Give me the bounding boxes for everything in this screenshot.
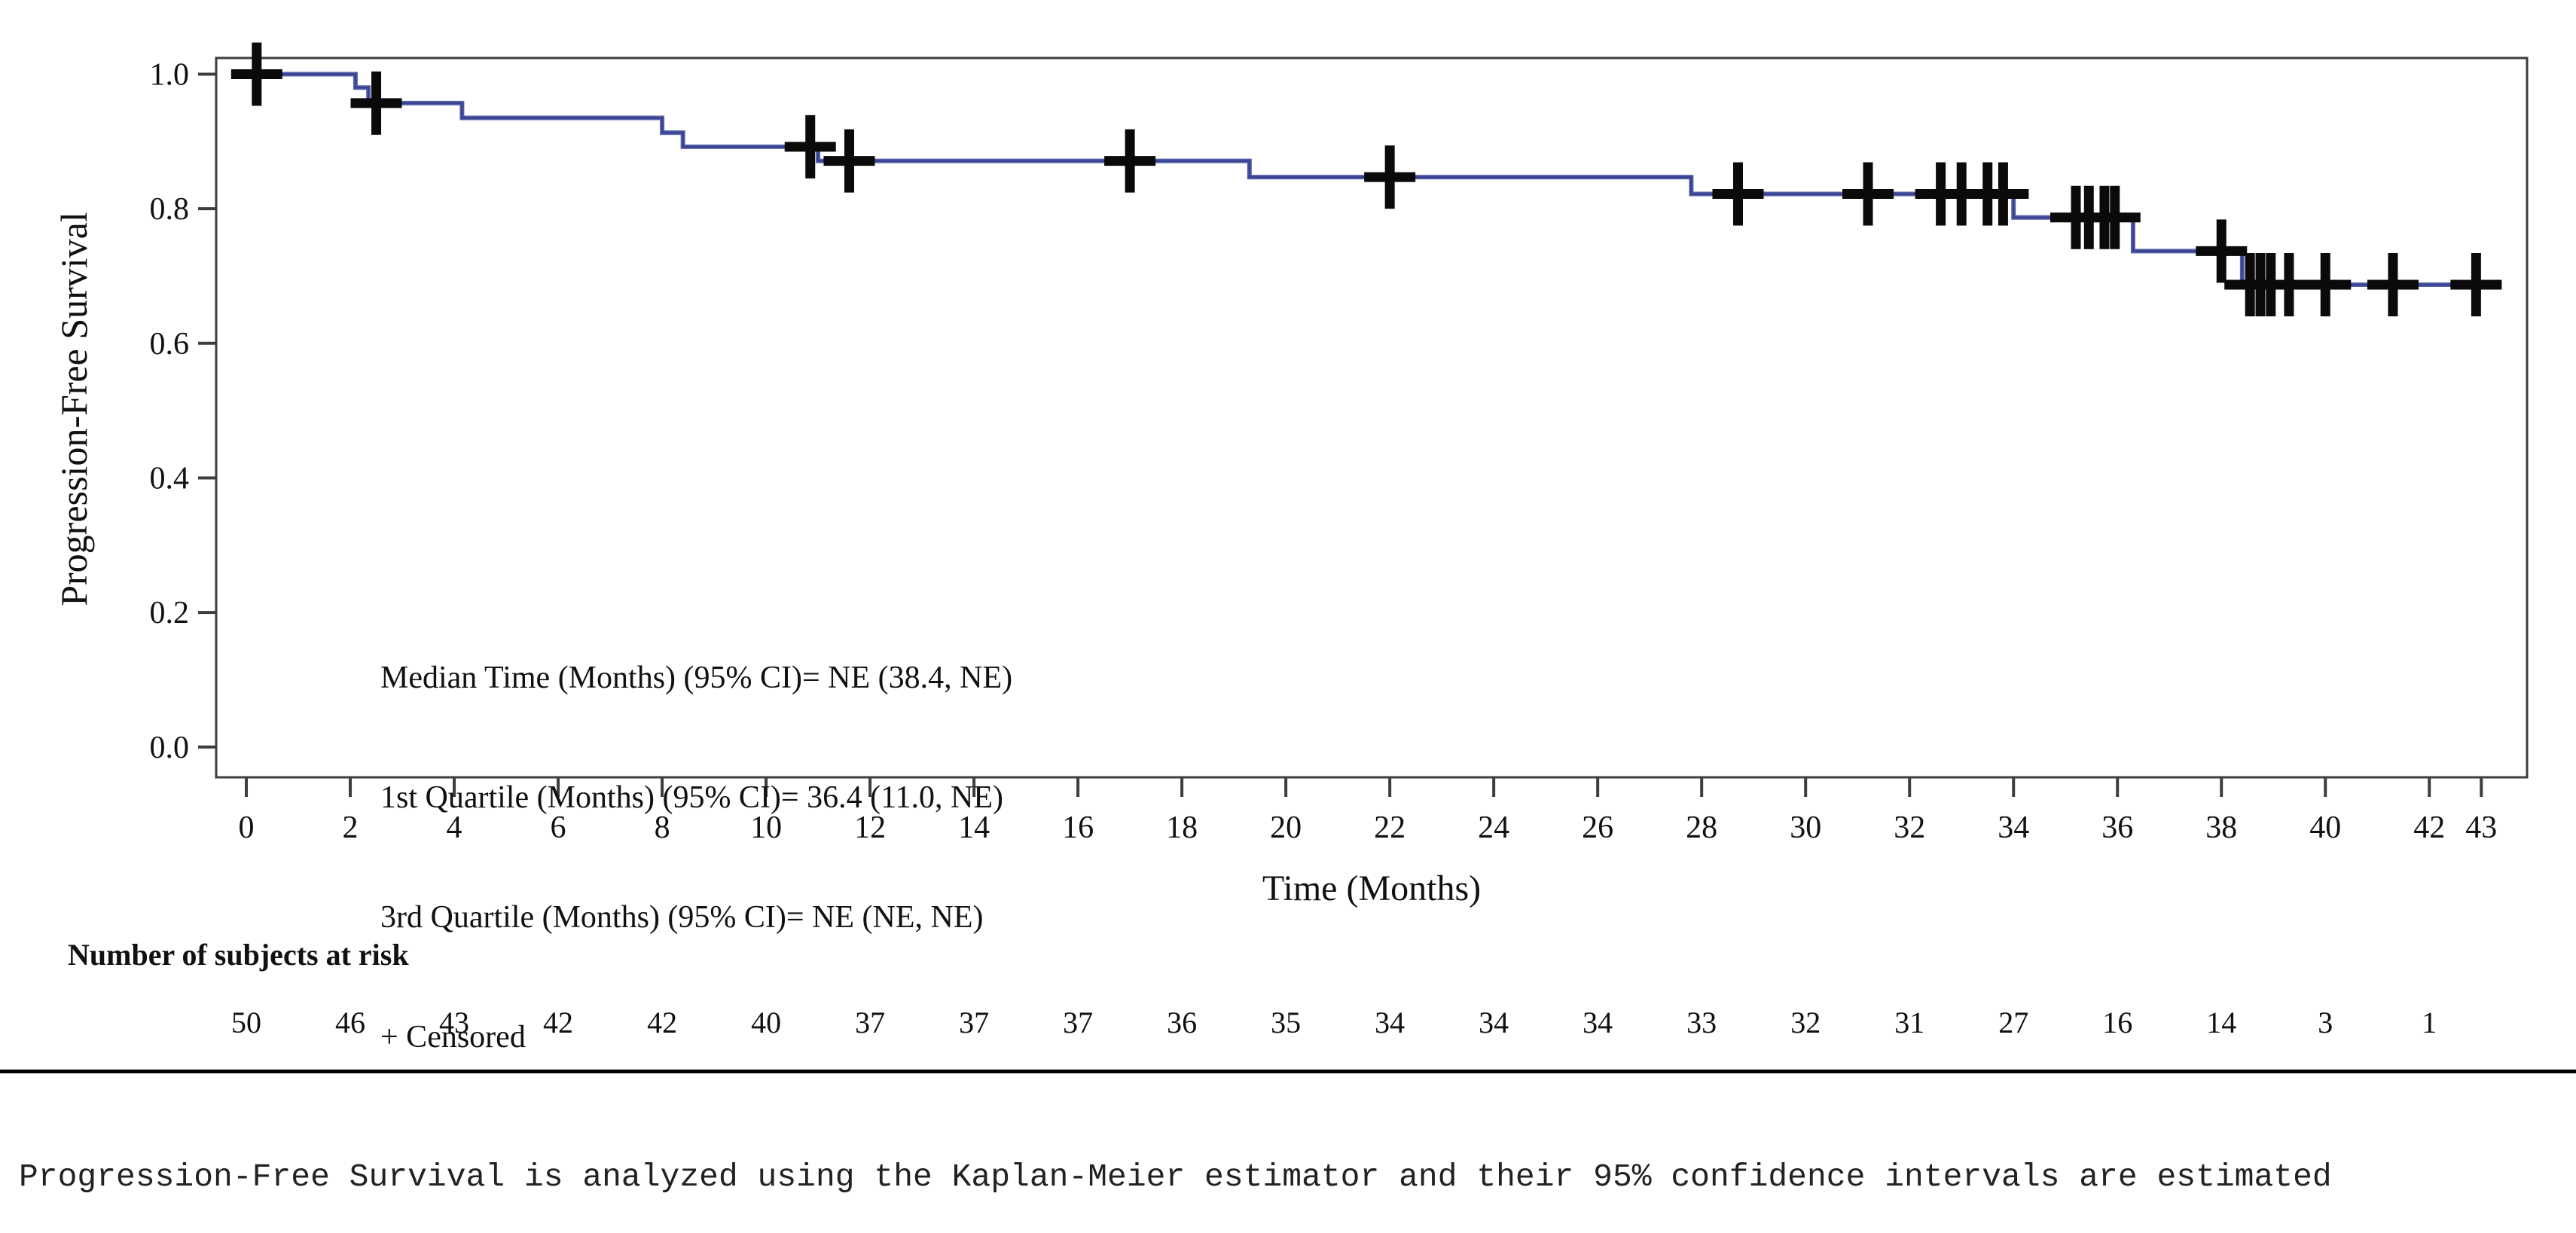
x-tick-label: 28 [1686, 810, 1717, 845]
risk-count: 37 [855, 1006, 886, 1039]
risk-count: 37 [959, 1006, 990, 1039]
x-tick-label: 16 [1062, 810, 1094, 845]
x-tick-label: 38 [2205, 810, 2237, 845]
x-tick-label: 2 [343, 810, 359, 845]
y-tick-label: 0.0 [150, 731, 190, 765]
risk-count: 43 [439, 1006, 470, 1039]
median-time-annotation: Median Time (Months) (95% CI)= NE (38.4,… [380, 661, 1013, 695]
y-axis-title: Progression-Free Survival [53, 212, 95, 606]
x-tick-label: 10 [750, 810, 782, 845]
y-tick-label: 0.2 [150, 596, 190, 630]
risk-count: 3 [2318, 1006, 2333, 1039]
risk-count: 42 [543, 1006, 574, 1039]
x-tick-label: 0 [239, 810, 255, 845]
risk-count: 36 [1167, 1006, 1198, 1039]
x-tick-label: 43 [2465, 810, 2497, 845]
risk-count: 31 [1894, 1006, 1925, 1039]
censored-marks [230, 42, 2502, 317]
plot-frame [215, 56, 2529, 779]
x-tick-label: 24 [1478, 810, 1509, 845]
x-tick-label: 22 [1374, 810, 1406, 845]
x-tick-label: 4 [447, 810, 462, 845]
risk-count: 33 [1686, 1006, 1717, 1039]
x-tick-label: 36 [2101, 810, 2133, 845]
x-tick-label: 32 [1894, 810, 1925, 845]
footnote-method-line1: Progression-Free Survival is analyzed us… [19, 1158, 2332, 1195]
survival-curve [246, 72, 2482, 288]
stats-annotation: Median Time (Months) (95% CI)= NE (38.4,… [380, 578, 1012, 1137]
risk-count: 46 [335, 1006, 366, 1039]
risk-count: 50 [231, 1006, 262, 1039]
x-tick-label: 34 [1998, 810, 2029, 845]
x-tick-label: 26 [1582, 810, 1613, 845]
risk-count: 34 [1583, 1006, 1613, 1039]
risk-count: 42 [647, 1006, 678, 1039]
x-axis-title: Time (Months) [1262, 868, 1482, 908]
x-tick-label: 40 [2309, 810, 2341, 845]
risk-count: 32 [1790, 1006, 1821, 1039]
footnotes: Progression-Free Survival is analyzed us… [19, 1083, 2332, 1233]
x-tick-label: 20 [1270, 810, 1302, 845]
risk-count: 16 [2102, 1006, 2133, 1039]
risk-count: 37 [1063, 1006, 1094, 1039]
x-tick-label: 12 [854, 810, 886, 845]
y-tick-label: 0.8 [150, 192, 190, 227]
x-tick-label: 8 [655, 810, 670, 845]
y-tick-label: 0.6 [150, 327, 190, 362]
x-tick-label: 6 [551, 810, 566, 845]
risk-count: 40 [751, 1006, 782, 1039]
y-tick-label: 0.4 [150, 461, 190, 496]
x-tick-label: 30 [1790, 810, 1821, 845]
x-tick-label: 42 [2413, 810, 2445, 845]
x-tick-label: 14 [958, 810, 990, 845]
y-tick-label: 1.0 [150, 57, 190, 92]
risk-count: 34 [1375, 1006, 1406, 1039]
risk-count: 14 [2206, 1006, 2237, 1039]
censored-legend: + Censored [380, 1020, 526, 1054]
risk-count: 35 [1271, 1006, 1302, 1039]
risk-table-title: Number of subjects at risk [68, 938, 409, 972]
x-tick-label: 18 [1166, 810, 1198, 845]
risk-count: 34 [1479, 1006, 1509, 1039]
third-quartile-annotation: 3rd Quartile (Months) (95% CI)= NE (NE, … [380, 900, 984, 935]
risk-count: 1 [2422, 1006, 2437, 1039]
footnote-divider [0, 1070, 2576, 1073]
risk-count: 27 [1998, 1006, 2029, 1039]
first-quartile-annotation: 1st Quartile (Months) (95% CI)= 36.4 (11… [380, 780, 1003, 815]
